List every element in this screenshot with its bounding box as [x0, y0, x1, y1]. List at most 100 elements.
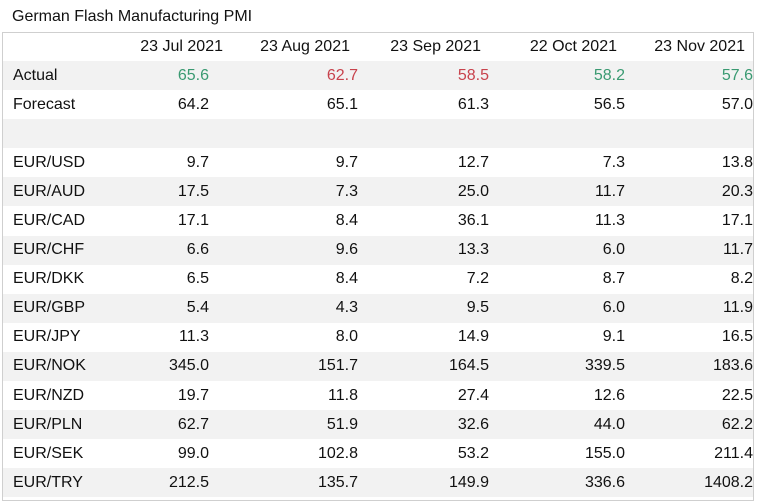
table-cell: 9.1: [602, 328, 625, 346]
column-header: 23 Nov 2021: [654, 38, 745, 55]
table-cell: 8.0: [335, 328, 358, 346]
forecast-value: 65.1: [326, 95, 358, 113]
table-cell: 19.7: [177, 386, 209, 404]
actual-row: Actual 65.6 62.7 58.5 58.2 57.6: [3, 61, 753, 91]
row-label: EUR/CAD: [13, 212, 86, 230]
table-cell: 8.7: [602, 270, 625, 288]
table-cell: 13.8: [721, 153, 753, 171]
table-cell: 99.0: [177, 444, 209, 462]
table-cell: 53.2: [457, 444, 489, 462]
row-label: Forecast: [13, 95, 76, 113]
table-cell: 211.4: [714, 444, 753, 462]
table-cell: 8.4: [335, 270, 358, 288]
row-label: EUR/TRY: [3, 468, 106, 498]
row-label: EUR/NZD: [13, 386, 85, 404]
table-cell: 6.6: [106, 235, 227, 265]
forecast-value: 57.0: [721, 95, 753, 113]
table-cell: 27.4: [457, 386, 489, 404]
table-cell: 102.8: [317, 444, 358, 462]
table-cell: 17.1: [177, 212, 209, 230]
table-cell: 7.3: [227, 177, 358, 207]
table-cell: 14.9: [457, 328, 489, 346]
table-cell: 5.4: [106, 293, 227, 323]
table-cell: 9.5: [358, 293, 489, 323]
table-cell: 13.3: [358, 235, 489, 265]
table-cell: 9.7: [186, 153, 209, 171]
table-cell: 11.3: [595, 212, 625, 230]
table-cell: 36.1: [457, 212, 489, 230]
column-header: 22 Oct 2021: [529, 38, 617, 55]
row-label: EUR/SEK: [13, 444, 84, 462]
table-row: EUR/AUD 17.5 7.3 25.0 11.7 20.3: [3, 177, 753, 207]
actual-value: 58.2: [489, 61, 625, 91]
table-row: EUR/SEK 99.0 102.8 53.2 155.0 211.4: [3, 439, 753, 468]
table-cell: 1408.2: [625, 468, 753, 498]
column-header: 23 Jul 2021: [140, 38, 223, 55]
table-cell: 149.9: [358, 468, 489, 498]
table-cell: 6.5: [186, 270, 209, 288]
table-cell: 16.5: [721, 328, 753, 346]
table-row: EUR/DKK 6.5 8.4 7.2 8.7 8.2: [3, 265, 753, 294]
table-cell: 11.7: [489, 177, 625, 207]
table-row: EUR/PLN 62.7 51.9 32.6 44.0 62.2: [3, 410, 753, 440]
actual-value: 62.7: [227, 61, 358, 91]
table-cell: 164.5: [358, 351, 489, 382]
row-label: EUR/CHF: [3, 235, 106, 265]
table-title: German Flash Manufacturing PMI: [12, 8, 253, 25]
table-cell: 8.4: [335, 212, 358, 230]
table-cell: 7.2: [466, 270, 489, 288]
forecast-value: 61.3: [457, 95, 489, 113]
pmi-table: 23 Jul 2021 23 Aug 2021 23 Sep 2021 22 O…: [3, 33, 753, 498]
table-cell: 6.0: [489, 235, 625, 265]
row-label: Actual: [3, 61, 106, 91]
table-row: EUR/NOK 345.0 151.7 164.5 339.5 183.6: [3, 351, 753, 382]
actual-value: 57.6: [625, 61, 753, 91]
table-cell: 336.6: [489, 468, 625, 498]
table-cell: 17.5: [106, 177, 227, 207]
table-cell: 12.6: [593, 386, 625, 404]
table-cell: 9.7: [335, 153, 358, 171]
actual-value: 65.6: [106, 61, 227, 91]
table-cell: 25.0: [358, 177, 489, 207]
table-cell: 44.0: [489, 410, 625, 440]
table-cell: 11.3: [179, 328, 209, 346]
table-cell: 62.7: [106, 410, 227, 440]
table-cell: 183.6: [625, 351, 753, 382]
table-row: EUR/CHF 6.6 9.6 13.3 6.0 11.7: [3, 235, 753, 265]
row-label: EUR/PLN: [3, 410, 106, 440]
table-cell: 17.1: [721, 212, 753, 230]
table-cell: 62.2: [625, 410, 753, 440]
table-row: EUR/USD 9.7 9.7 12.7 7.3 13.8: [3, 148, 753, 177]
table-cell: 12.7: [457, 153, 489, 171]
row-label: EUR/GBP: [3, 293, 106, 323]
table-row: EUR/GBP 5.4 4.3 9.5 6.0 11.9: [3, 293, 753, 323]
table-cell: 6.0: [489, 293, 625, 323]
forecast-row: Forecast 64.2 65.1 61.3 56.5 57.0: [3, 90, 753, 119]
row-label: EUR/AUD: [3, 177, 106, 207]
table-cell: 345.0: [106, 351, 227, 382]
table-cell: 339.5: [489, 351, 625, 382]
header-corner: [3, 33, 106, 61]
header-row: 23 Jul 2021 23 Aug 2021 23 Sep 2021 22 O…: [3, 33, 753, 61]
table-cell: 8.2: [730, 270, 753, 288]
table-cell: 11.8: [328, 386, 358, 404]
table-row: EUR/NZD 19.7 11.8 27.4 12.6 22.5: [3, 381, 753, 410]
column-header: 23 Aug 2021: [260, 38, 350, 55]
actual-value: 58.5: [358, 61, 489, 91]
table-cell: 4.3: [227, 293, 358, 323]
table-cell: 11.7: [625, 235, 753, 265]
table-cell: 51.9: [227, 410, 358, 440]
table-cell: 151.7: [227, 351, 358, 382]
table-row: EUR/JPY 11.3 8.0 14.9 9.1 16.5: [3, 323, 753, 352]
table-cell: 9.6: [227, 235, 358, 265]
table-cell: 11.9: [625, 293, 753, 323]
table-cell: 20.3: [625, 177, 753, 207]
spacer-row: [3, 119, 753, 149]
column-header: 23 Sep 2021: [390, 38, 481, 55]
forecast-value: 64.2: [177, 95, 209, 113]
table-row: EUR/CAD 17.1 8.4 36.1 11.3 17.1: [3, 206, 753, 235]
table-cell: 22.5: [721, 386, 753, 404]
table-cell: 212.5: [106, 468, 227, 498]
row-label: EUR/DKK: [13, 270, 85, 288]
table-row: EUR/TRY 212.5 135.7 149.9 336.6 1408.2: [3, 468, 753, 498]
